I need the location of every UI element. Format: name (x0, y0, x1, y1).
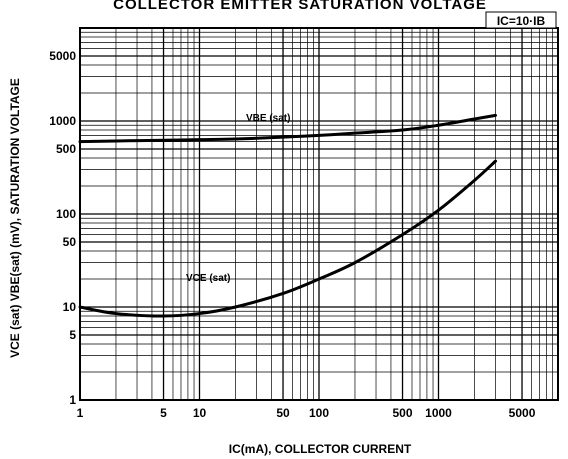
x-tick-label: 5 (160, 406, 167, 420)
y-axis-title: VCE (sat) VBE(sat) (mV), SATURATION VOLT… (8, 78, 22, 358)
x-tick-label: 100 (309, 406, 329, 420)
series-label-vbe: VBE (sat) (246, 113, 290, 124)
grid (80, 28, 558, 400)
series-label-vce: VCE (sat) (186, 273, 230, 284)
x-tick-label: 1 (77, 406, 84, 420)
x-tick-label: 5000 (509, 406, 536, 420)
y-tick-label: 500 (56, 142, 76, 156)
chart-title: COLLECTOR EMITTER SATURATION VOLTAGE (113, 0, 487, 13)
series-curves (78, 113, 498, 318)
series-line-vce (78, 159, 498, 318)
y-tick-label: 100 (56, 207, 76, 221)
x-tick-label: 1000 (425, 406, 452, 420)
plot-frame (79, 27, 559, 401)
y-tick-label: 1000 (49, 114, 76, 128)
y-tick-label: 5000 (49, 49, 76, 63)
x-tick-label: 50 (276, 406, 290, 420)
series-line-vbe (78, 113, 498, 144)
y-tick-label: 5 (69, 328, 76, 342)
x-tick-labels: 1 5 10 50 100 500 1000 5000 (77, 406, 536, 420)
x-tick-label: 10 (193, 406, 207, 420)
y-tick-labels: 1 5 10 50 100 500 1000 5000 (49, 49, 76, 407)
condition-label: IC=10·IB (497, 14, 546, 28)
y-tick-label: 10 (63, 300, 77, 314)
x-tick-label: 500 (393, 406, 413, 420)
condition-box: IC=10·IB (485, 11, 557, 29)
y-tick-label: 50 (63, 235, 77, 249)
y-tick-label: 1 (69, 393, 76, 407)
x-axis-title: IC(mA), COLLECTOR CURRENT (229, 442, 412, 456)
